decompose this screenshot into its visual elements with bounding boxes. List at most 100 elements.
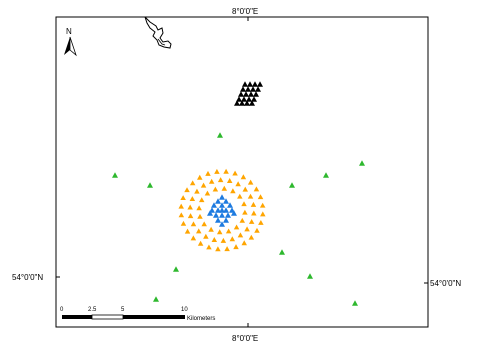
- blue-triangle: [219, 194, 225, 200]
- scale-seg-3: [123, 315, 185, 319]
- orange-triangle: [226, 178, 233, 183]
- black-triangle: [238, 91, 244, 97]
- orange-triangle: [197, 213, 203, 219]
- green-triangle: [352, 300, 358, 306]
- north-arrow-icon: N: [64, 27, 77, 57]
- green-triangle: [147, 182, 153, 188]
- orange-triangle: [211, 237, 218, 242]
- blue-triangle: [227, 202, 233, 208]
- black-triangle: [251, 96, 257, 102]
- orange-triangle: [189, 180, 196, 186]
- black-triangle: [247, 81, 253, 87]
- green-triangle: [359, 160, 365, 166]
- bottom-longitude-label: 8°0'0"E: [232, 334, 258, 343]
- green-triangle: [323, 172, 329, 178]
- orange-triangle: [187, 213, 194, 219]
- black-triangle: [246, 96, 252, 102]
- black-triangle: [236, 96, 242, 102]
- orange-triangle: [237, 232, 244, 238]
- green-scattered-triangles: [112, 132, 365, 306]
- orange-triangle: [200, 182, 207, 188]
- blue-triangle: [215, 207, 221, 213]
- orange-triangle: [240, 174, 247, 180]
- green-triangle: [217, 132, 223, 138]
- map-frame: [55, 16, 429, 328]
- orange-triangle: [184, 228, 191, 234]
- orange-triangle: [253, 186, 260, 192]
- orange-triangle: [233, 224, 240, 230]
- orange-triangle: [223, 168, 229, 174]
- blue-triangle: [219, 212, 225, 218]
- orange-triangle: [225, 228, 232, 234]
- orange-triangle: [195, 228, 202, 234]
- orange-triangle: [194, 188, 200, 194]
- orange-triangle: [241, 240, 247, 246]
- orange-triangle: [197, 174, 203, 180]
- scale-seg-1: [62, 315, 92, 319]
- orange-triangle: [248, 234, 255, 240]
- orange-triangle: [241, 201, 247, 207]
- orange-triangle: [259, 202, 266, 208]
- blue-triangle-core: [207, 194, 237, 227]
- scale-tick-0: 0: [60, 307, 64, 313]
- orange-triangle: [260, 211, 266, 217]
- orange-triangle: [251, 210, 257, 216]
- right-latitude-label: 54°0'0"N: [430, 279, 461, 288]
- orange-triangle: [220, 237, 227, 243]
- orange-triangle: [201, 221, 207, 227]
- orange-triangle: [217, 177, 224, 183]
- blue-triangle: [225, 212, 231, 218]
- orange-triangle: [187, 204, 193, 210]
- orange-triangle: [178, 203, 184, 209]
- black-triangle: [242, 81, 248, 87]
- green-triangle: [289, 182, 295, 188]
- black-triangle: [245, 86, 251, 92]
- orange-triangle: [198, 197, 205, 203]
- scale-bar: 0 2.5 5 10 Kilometers: [60, 307, 215, 322]
- orange-triangle: [224, 246, 230, 252]
- orange-triangle: [203, 233, 209, 239]
- orange-triangle: [190, 221, 197, 227]
- scale-tick-2-5: 2.5: [88, 307, 97, 313]
- scale-tick-5: 5: [121, 307, 125, 313]
- black-triangle: [243, 91, 249, 97]
- scale-tick-10: 10: [181, 307, 188, 313]
- black-triangle: [244, 100, 250, 106]
- green-triangle: [153, 296, 159, 302]
- top-longitude-label: 8°0'0"E: [232, 7, 258, 16]
- blue-triangle: [231, 210, 237, 216]
- green-triangle: [307, 273, 313, 279]
- orange-triangle: [237, 193, 243, 199]
- black-triangle: [252, 81, 258, 87]
- orange-triangle: [216, 229, 223, 235]
- blue-triangle: [219, 207, 225, 213]
- orange-triangle: [229, 236, 236, 242]
- orange-triangle: [215, 246, 221, 252]
- blue-triangle: [223, 198, 229, 204]
- blue-triangle: [207, 210, 213, 216]
- black-triangle: [255, 86, 261, 92]
- orange-triangle: [235, 181, 241, 187]
- green-triangle: [112, 172, 118, 178]
- black-triangle: [253, 91, 259, 97]
- blue-triangle: [219, 221, 225, 227]
- black-triangle: [241, 96, 247, 102]
- orange-triangle-ring: [178, 168, 266, 252]
- black-triangle: [248, 91, 254, 97]
- orange-triangle: [257, 194, 264, 200]
- orange-triangle: [232, 170, 238, 176]
- blue-triangle: [215, 217, 221, 223]
- orange-triangle: [204, 190, 211, 196]
- coastline-shape: [144, 16, 172, 49]
- orange-triangle: [189, 196, 196, 202]
- north-arrow-label: N: [66, 27, 72, 36]
- orange-triangle: [247, 179, 254, 185]
- orange-triangle: [208, 178, 215, 184]
- orange-triangle: [190, 235, 197, 241]
- orange-triangle: [258, 219, 264, 225]
- coastline-inlet: [157, 38, 166, 46]
- orange-triangle: [230, 188, 236, 194]
- blue-triangle: [223, 207, 229, 213]
- orange-triangle: [206, 244, 212, 250]
